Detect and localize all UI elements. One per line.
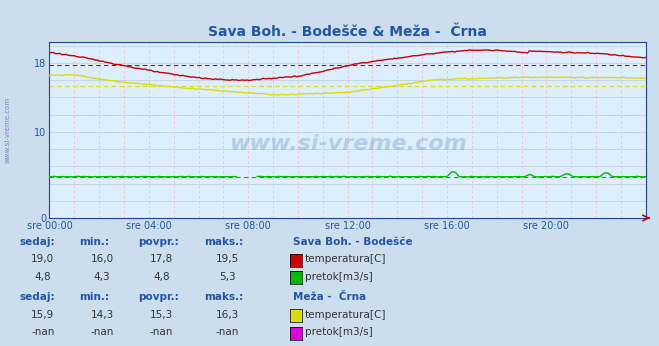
Text: 16,3: 16,3 bbox=[215, 310, 239, 320]
Text: -nan: -nan bbox=[215, 327, 239, 337]
Text: 17,8: 17,8 bbox=[150, 254, 173, 264]
Text: pretok[m3/s]: pretok[m3/s] bbox=[305, 272, 373, 282]
Text: 4,8: 4,8 bbox=[34, 272, 51, 282]
Text: temperatura[C]: temperatura[C] bbox=[305, 310, 387, 320]
Text: www.si-vreme.com: www.si-vreme.com bbox=[5, 97, 11, 163]
Text: 19,0: 19,0 bbox=[31, 254, 55, 264]
Text: -nan: -nan bbox=[150, 327, 173, 337]
Text: www.si-vreme.com: www.si-vreme.com bbox=[229, 134, 467, 154]
Text: 4,3: 4,3 bbox=[94, 272, 111, 282]
Text: 15,3: 15,3 bbox=[150, 310, 173, 320]
Text: 19,5: 19,5 bbox=[215, 254, 239, 264]
Text: min.:: min.: bbox=[79, 237, 109, 247]
Text: povpr.:: povpr.: bbox=[138, 292, 179, 302]
Text: 5,3: 5,3 bbox=[219, 272, 236, 282]
Text: -nan: -nan bbox=[90, 327, 114, 337]
Text: povpr.:: povpr.: bbox=[138, 237, 179, 247]
Text: -nan: -nan bbox=[31, 327, 55, 337]
Text: sedaj:: sedaj: bbox=[20, 237, 55, 247]
Title: Sava Boh. - Bodešče & Meža -  Črna: Sava Boh. - Bodešče & Meža - Črna bbox=[208, 25, 487, 39]
Text: Meža -  Črna: Meža - Črna bbox=[293, 292, 366, 302]
Text: pretok[m3/s]: pretok[m3/s] bbox=[305, 327, 373, 337]
Text: temperatura[C]: temperatura[C] bbox=[305, 254, 387, 264]
Text: 15,9: 15,9 bbox=[31, 310, 55, 320]
Text: sedaj:: sedaj: bbox=[20, 292, 55, 302]
Text: min.:: min.: bbox=[79, 292, 109, 302]
Text: maks.:: maks.: bbox=[204, 292, 244, 302]
Text: 14,3: 14,3 bbox=[90, 310, 114, 320]
Text: Sava Boh. - Bodešče: Sava Boh. - Bodešče bbox=[293, 237, 413, 247]
Text: 16,0: 16,0 bbox=[90, 254, 114, 264]
Text: 4,8: 4,8 bbox=[153, 272, 170, 282]
Text: maks.:: maks.: bbox=[204, 237, 244, 247]
